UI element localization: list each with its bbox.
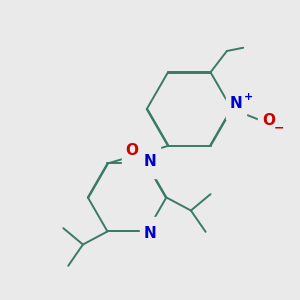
Text: N: N	[229, 96, 242, 111]
Text: +: +	[244, 92, 254, 102]
Text: N: N	[144, 154, 156, 169]
Text: N: N	[144, 226, 156, 241]
Text: O: O	[262, 113, 275, 128]
Text: O: O	[125, 143, 138, 158]
Text: −: −	[274, 121, 284, 134]
